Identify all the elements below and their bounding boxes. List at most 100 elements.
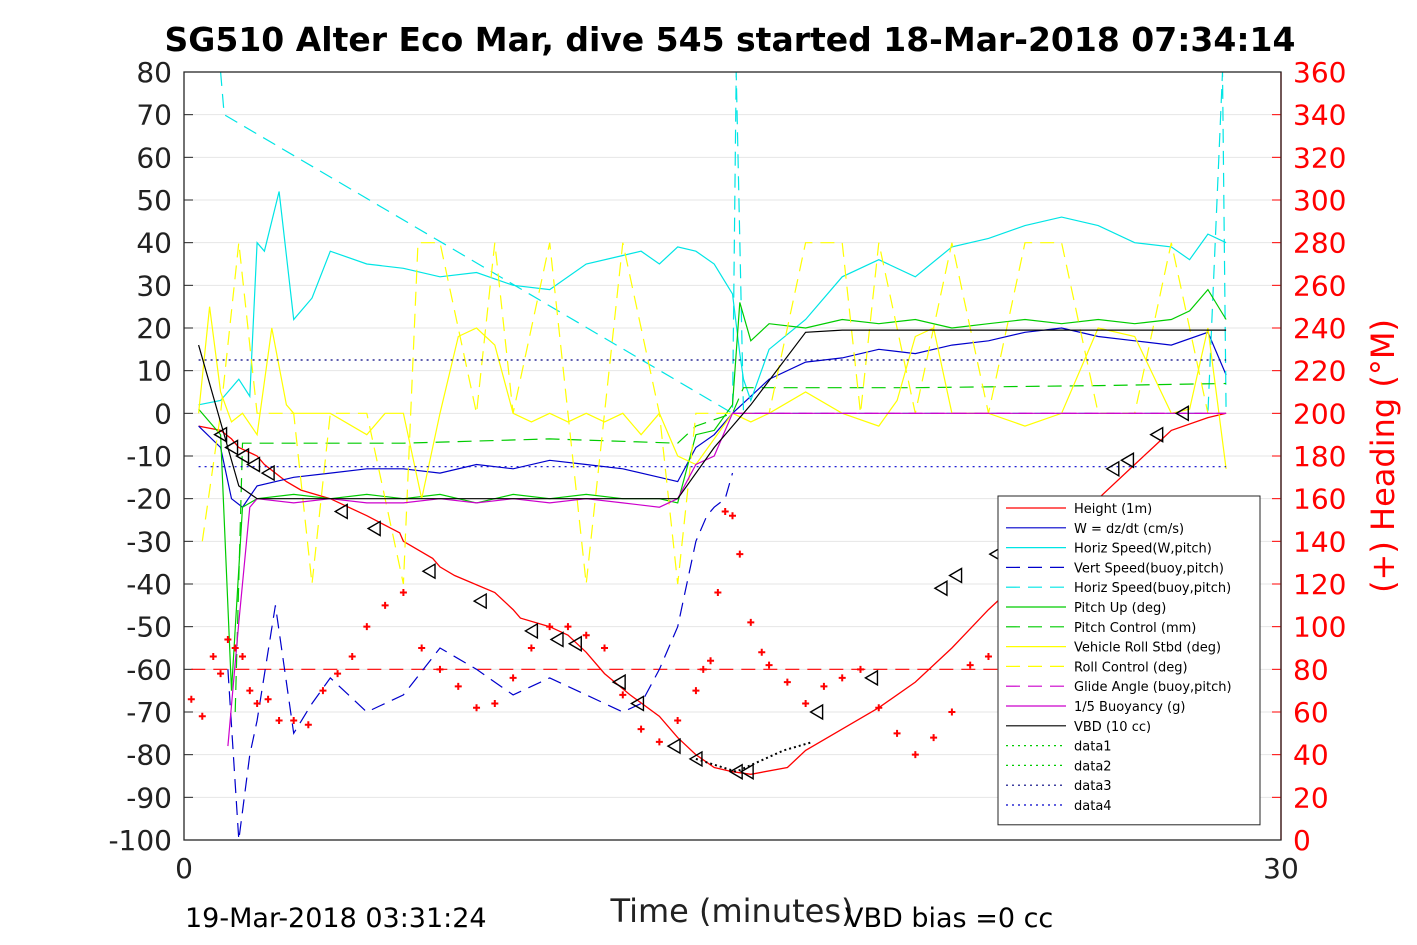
triangle-marker	[688, 750, 703, 768]
y-tick-label: -10	[126, 440, 172, 473]
heading-point	[721, 507, 729, 515]
heading-point	[231, 644, 239, 652]
heading-point	[875, 704, 883, 712]
series-line-vert_buoy	[227, 472, 734, 841]
triangle-marker	[333, 503, 348, 520]
legend: Height (1m) W = dz/dt (cm/s) Horiz Speed(W…	[997, 495, 1261, 826]
triangle-marker	[260, 464, 275, 482]
y-tick-label: 50	[136, 184, 172, 217]
y-tick-label: -60	[126, 653, 172, 686]
legend-entry: Glide Angle (buoy,pitch)	[1074, 680, 1232, 695]
triangle-marker	[630, 695, 645, 712]
heading-point	[655, 738, 663, 746]
y-tick-label: 30	[136, 269, 172, 302]
heading-point	[399, 589, 407, 597]
y-right-tick-label: 240	[1293, 312, 1346, 345]
heading-point	[527, 644, 535, 652]
heading-point	[601, 644, 609, 652]
triangle-marker	[1105, 460, 1120, 478]
heading-point	[966, 661, 974, 669]
triangle-marker	[213, 426, 228, 443]
heading-point	[224, 635, 232, 643]
plot-frame	[183, 71, 1282, 841]
triangle-marker	[1120, 452, 1135, 469]
y-axis-left: 80 70 60 50 40 30 20 10 0 -10 -20 -30 -40 -50 -60 -70 -8…	[108, 56, 193, 857]
heading-point	[783, 678, 791, 686]
heading-point	[217, 670, 225, 678]
heading-point	[838, 674, 846, 682]
y-right-tick-label: 0	[1293, 824, 1311, 857]
triangle-marker	[666, 737, 681, 755]
y-right-tick-label: 280	[1293, 227, 1346, 260]
y-axis-right: 3603403203002802602402202001801601401201…	[1272, 56, 1346, 857]
heading-point	[209, 653, 217, 661]
triangle-marker	[1149, 426, 1164, 443]
bottom-dotted-path	[695, 740, 814, 773]
triangle-marker	[809, 703, 824, 721]
triangle-marker	[948, 567, 963, 584]
heading-point	[619, 691, 627, 699]
legend-entry: Pitch Control (mm)	[1074, 621, 1196, 636]
y-tick-label: 40	[136, 227, 172, 260]
y-tick-label: 10	[136, 355, 172, 388]
series-line-vbd	[198, 329, 1227, 500]
y-tick-label: -80	[126, 739, 172, 772]
legend-entry: Roll Control (deg)	[1074, 660, 1188, 675]
heading-point	[264, 695, 272, 703]
legend-entry: Vehicle Roll Stbd (deg)	[1074, 641, 1221, 656]
triangle-marker	[864, 669, 879, 687]
triangle-marker	[1174, 405, 1189, 422]
y-tick-label: 60	[136, 141, 172, 174]
chart-title: SG510 Alter Eco Mar, dive 545 started 18…	[165, 20, 1296, 59]
y-tick-label: -20	[126, 483, 172, 516]
y-right-tick-label: 320	[1293, 141, 1346, 174]
heading-point	[198, 712, 206, 720]
heading-point	[699, 665, 707, 673]
y-tick-label: 20	[136, 312, 172, 345]
y-right-tick-label: 60	[1293, 696, 1329, 729]
heading-point	[637, 725, 645, 733]
y-axis-right-label: (+) Heading (°M)	[1364, 319, 1402, 593]
y-right-tick-label: 180	[1293, 440, 1346, 473]
y-tick-label: 80	[136, 56, 172, 89]
heading-point	[304, 721, 312, 729]
y-right-tick-label: 360	[1293, 56, 1346, 89]
x-axis-label: Time (minutes)	[610, 892, 854, 930]
heading-point	[381, 601, 389, 609]
heading-point	[674, 717, 682, 725]
legend-entry: data4	[1074, 799, 1112, 814]
heading-point	[473, 704, 481, 712]
footer-timestamp: 19-Mar-2018 03:31:24	[185, 903, 487, 934]
triangle-marker	[739, 763, 754, 780]
heading-point	[363, 623, 371, 631]
heading-point	[348, 653, 356, 661]
heading-point	[948, 708, 956, 716]
triangle-marker	[246, 456, 261, 473]
y-right-tick-label: 120	[1293, 568, 1346, 601]
triangle-marker	[235, 447, 250, 465]
triangle-marker	[472, 592, 487, 610]
heading-point	[253, 699, 261, 707]
legend-entry: Horiz Speed(buoy,pitch)	[1074, 581, 1231, 596]
heading-point	[290, 717, 298, 725]
legend-entry: data2	[1074, 759, 1112, 774]
legend-entry: data3	[1074, 779, 1112, 794]
triangle-marker	[224, 439, 239, 456]
heading-point	[707, 657, 715, 665]
legend-entry: Horiz Speed(W,pitch)	[1074, 542, 1212, 557]
heading-point	[582, 631, 590, 639]
triangle-marker	[611, 673, 626, 691]
heading-point	[729, 512, 736, 520]
series-line-w	[198, 327, 1227, 509]
triangle-marker	[523, 622, 539, 640]
series-line-buoy	[227, 412, 1227, 747]
y-tick-label: -90	[126, 781, 172, 814]
legend-entry: Vert Speed(buoy,pitch)	[1074, 561, 1224, 576]
y-right-tick-label: 20	[1293, 781, 1329, 814]
y-tick-label: 70	[136, 99, 172, 132]
heading-point	[893, 729, 901, 737]
y-tick-label: 0	[154, 397, 172, 430]
heading-point	[820, 682, 828, 690]
legend-entry: Height (1m)	[1074, 502, 1152, 517]
triangle-marker	[549, 631, 564, 648]
